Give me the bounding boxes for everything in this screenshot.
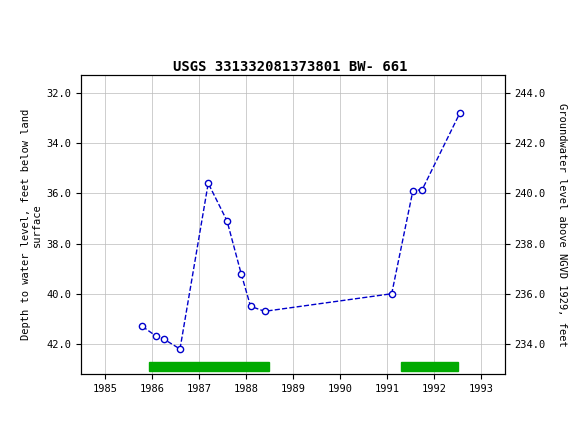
- Text: USGS: USGS: [38, 12, 81, 29]
- Bar: [150, 362, 269, 371]
- Text: USGS 331332081373801 BW- 661: USGS 331332081373801 BW- 661: [173, 60, 407, 74]
- Bar: [401, 362, 458, 371]
- Legend: Period of approved data: Period of approved data: [193, 427, 393, 430]
- Text: ≡: ≡: [9, 10, 27, 31]
- Y-axis label: Depth to water level, feet below land
surface: Depth to water level, feet below land su…: [21, 109, 42, 340]
- Y-axis label: Groundwater level above NGVD 1929, feet: Groundwater level above NGVD 1929, feet: [557, 103, 567, 347]
